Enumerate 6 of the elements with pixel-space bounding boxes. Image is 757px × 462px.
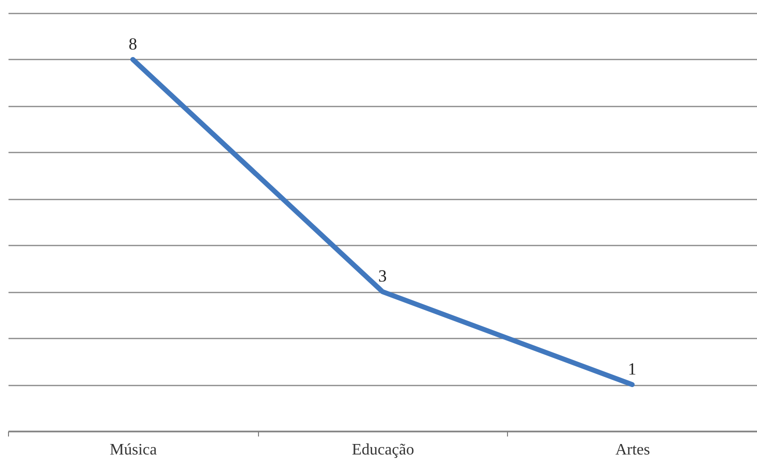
x-tick-label: Artes — [615, 442, 650, 458]
x-tick-label: Música — [110, 442, 157, 458]
data-label: 3 — [378, 266, 387, 286]
x-tick-label: Educação — [352, 442, 414, 458]
data-label: 8 — [128, 34, 138, 54]
data-label: 1 — [628, 360, 636, 379]
